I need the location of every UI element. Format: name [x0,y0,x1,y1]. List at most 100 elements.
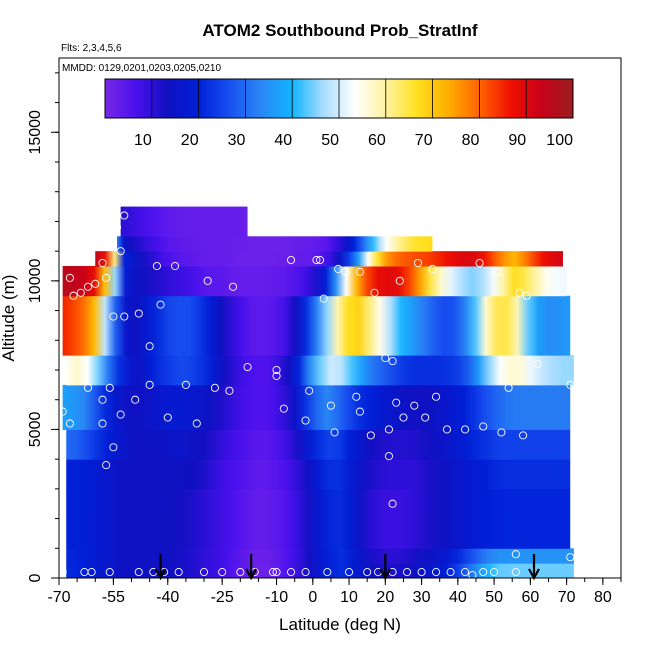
colorbar-tick-label: 80 [462,132,480,149]
sample-point [403,568,412,577]
sample-point [413,258,423,268]
sample-point [355,407,364,416]
sample-point [370,288,379,297]
curtain-band [66,488,571,549]
y-tick-label: 0 [27,573,44,582]
colorbar-tick-label: 70 [415,132,433,149]
sample-point [399,413,408,422]
x-tick-label: -55 [102,589,125,606]
sample-point [515,288,524,297]
curtain-band [120,206,248,237]
sample-point [145,342,154,351]
x-tick-label: 30 [413,589,431,606]
colorbar-tick-label: 10 [134,132,152,149]
curtain-band [66,563,574,579]
sample-point [268,217,277,226]
sample-point [544,238,553,247]
curtain-band [66,429,571,460]
sample-point [98,419,107,428]
sample-point [421,413,430,422]
sample-point [490,568,499,577]
x-tick-label: -40 [156,589,179,606]
sample-point [446,568,455,577]
sample-point [287,256,296,265]
sample-point [326,401,335,410]
sample-point [504,383,513,392]
sample-point [352,392,361,401]
curtain-band [95,251,563,267]
sample-point [479,568,488,577]
sample-point [145,380,154,389]
x-tick-label: -70 [47,589,70,606]
sample-point [301,416,310,425]
sample-point [381,354,390,363]
sample-point [83,282,93,291]
sample-point [461,568,470,577]
curtain-band [66,459,571,490]
x-tick-label: 70 [558,589,576,606]
sample-point [228,282,238,291]
sample-point [218,568,227,577]
sample-point [109,443,118,452]
sample-point [334,264,343,274]
y-axis: 0 5000 10000 15000 [27,72,59,582]
sample-point [468,570,477,580]
sample-point [174,568,183,577]
flights-label: Flts: 2,3,4,5,6 [61,43,122,54]
sample-point [109,312,118,321]
sample-point [279,404,288,413]
sample-point [522,291,531,300]
colorbar-tick-label: 30 [228,132,246,149]
x-tick-label: 10 [340,589,358,606]
sample-point [511,568,520,577]
sample-point [112,223,122,232]
sample-point [210,383,219,392]
y-tick-label: 5000 [27,412,44,448]
sample-point [243,362,252,372]
sample-point [83,383,93,392]
sample-point [102,461,111,470]
sample-point [116,410,125,419]
colorbar: 10 20 30 40 50 60 70 80 90 100 [104,78,574,149]
sample-point [257,226,267,235]
sample-point [87,568,96,577]
sample-point [287,568,296,577]
sample-point [134,309,143,318]
x-tick-label: 40 [449,589,467,606]
sample-point [388,357,397,366]
sample-point [120,312,129,321]
sample-point [384,452,393,461]
sample-point [225,386,234,395]
sample-point [410,401,419,410]
sample-point [355,267,364,276]
sample-point [58,568,67,577]
y-axis-label: Altitude (m) [0,275,18,362]
x-tick-label: 20 [376,589,394,606]
sample-point [366,431,375,440]
sample-point [65,273,74,282]
sample-point [341,267,350,276]
sample-point [272,217,281,226]
curtain-band [62,384,571,430]
sample-point [134,568,143,577]
sample-point [116,247,125,256]
sample-point [69,291,78,300]
sample-point [330,428,339,437]
sample-point [319,294,328,303]
sample-point [417,568,426,577]
sample-point [432,392,441,401]
curtain-band [66,548,574,564]
sample-point [192,419,201,428]
sample-point [181,380,190,389]
sample-point [312,256,321,265]
sample-point [91,279,100,288]
sample-point [384,425,393,434]
colorbar-tick-label: 100 [546,132,573,149]
sample-point [388,499,397,508]
sample-point [432,568,441,577]
curtain-band [62,266,567,297]
sample-point [511,550,520,559]
sample-point [555,241,564,250]
colorbar-tick-label: 90 [508,132,526,149]
